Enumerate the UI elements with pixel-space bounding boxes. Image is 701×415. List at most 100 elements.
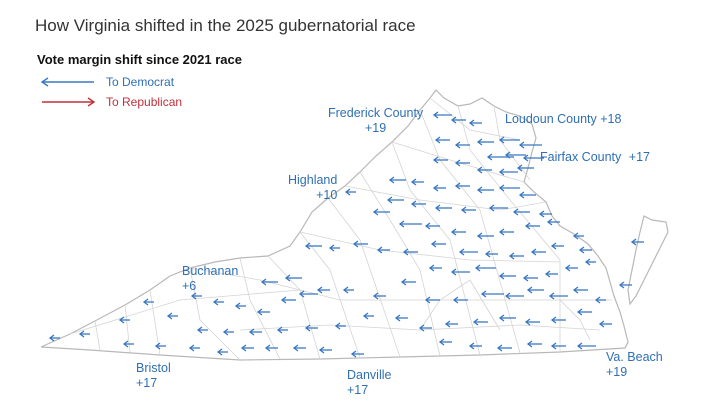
shift-arrow — [472, 318, 488, 326]
shift-arrow — [512, 208, 530, 216]
shift-arrow — [450, 268, 470, 276]
shift-arrow — [298, 290, 318, 298]
left-arrow-icon — [40, 77, 94, 87]
shift-arrow — [584, 258, 596, 266]
shift-arrow — [432, 156, 448, 164]
shift-arrow — [630, 238, 644, 246]
callout-danville-name: Danville — [347, 368, 392, 382]
shift-arrow — [118, 316, 130, 324]
callout-loudoun-name: Loudoun County — [505, 112, 597, 126]
legend-label-republican: To Republican — [106, 95, 183, 109]
shift-arrow — [450, 228, 466, 236]
shift-arrow — [576, 342, 596, 350]
shift-arrow — [334, 322, 346, 330]
callout-fairfax: Fairfax County +17 — [540, 150, 650, 165]
shift-arrow — [530, 248, 546, 256]
chart-title: How Virginia shifted in the 2025 guberna… — [35, 16, 416, 35]
shift-arrow — [618, 281, 632, 289]
shift-arrow — [476, 232, 494, 240]
shift-arrow — [386, 196, 404, 204]
shift-arrow — [400, 278, 416, 286]
shift-arrow — [432, 184, 446, 192]
shift-arrow — [524, 222, 540, 230]
callout-highland-name: Highland — [288, 173, 338, 187]
shift-arrow — [256, 308, 270, 316]
shift-arrow — [498, 184, 520, 192]
shift-arrow — [546, 218, 560, 226]
shift-arrow — [304, 324, 318, 332]
callout-danville-shift: +17 — [347, 383, 369, 397]
right-arrow-icon — [42, 97, 96, 107]
county-borders — [69, 97, 612, 361]
shift-arrow — [488, 204, 508, 212]
shift-arrow — [398, 220, 422, 228]
shift-arrow — [474, 264, 496, 272]
shift-arrow — [342, 286, 354, 294]
shift-arrow — [548, 292, 568, 300]
shift-arrow — [550, 316, 566, 324]
shift-arrow — [304, 242, 322, 250]
callout-vabeach-name: Va. Beach — [606, 350, 663, 364]
shift-arrow — [280, 296, 296, 304]
shift-arrow — [498, 136, 520, 144]
shift-arrow — [458, 248, 478, 256]
shift-arrow — [376, 246, 390, 254]
callout-vabeach-shift: +19 — [606, 365, 628, 379]
callout-buchanan: Buchanan +6 — [182, 264, 238, 294]
shift-arrow — [240, 344, 254, 352]
shift-arrow — [424, 296, 440, 304]
shift-arrow — [318, 346, 332, 354]
callout-bristol: Bristol +17 — [136, 361, 171, 391]
shift-arrow — [518, 141, 542, 149]
callout-fairfax-shift: +17 — [628, 150, 650, 164]
shift-arrow — [564, 264, 578, 272]
shift-arrow — [594, 296, 606, 304]
shift-arrow — [410, 178, 424, 186]
shift-arrow — [526, 340, 542, 348]
shift-arrow — [394, 314, 408, 322]
shift-arrow — [248, 328, 262, 336]
shift-arrow — [454, 141, 470, 149]
shift-arrow — [480, 290, 504, 298]
shift-arrow — [328, 244, 340, 252]
shift-arrow — [260, 278, 278, 286]
shift-arrow — [550, 342, 566, 350]
shift-arrow — [522, 154, 544, 162]
shift-arrow — [460, 206, 476, 214]
callout-vabeach: Va. Beach +19 — [606, 350, 663, 380]
shift-arrow — [78, 330, 90, 338]
shift-arrow — [212, 298, 224, 306]
shift-arrow — [544, 270, 558, 278]
shift-arrow — [504, 292, 524, 300]
shift-arrow — [498, 228, 514, 236]
callout-frederick-shift: +19 — [364, 121, 387, 135]
legend-item-republican: To Republican — [40, 94, 182, 110]
callout-bristol-name: Bristol — [136, 361, 171, 375]
shift-arrow — [142, 298, 154, 306]
callout-fairfax-name: Fairfax County — [540, 150, 622, 164]
shift-arrow — [402, 248, 418, 256]
callout-bristol-shift: +17 — [136, 376, 158, 390]
shift-arrow — [576, 308, 592, 316]
callout-loudoun: Loudoun County +18 — [505, 112, 621, 127]
shift-arrow — [454, 159, 470, 167]
shift-arrow — [372, 208, 390, 216]
shift-arrow — [454, 182, 470, 190]
shift-arrow — [468, 342, 482, 350]
callout-frederick: Frederick County +19 — [328, 106, 423, 136]
shift-arrow — [430, 240, 446, 248]
shift-arrow — [498, 314, 516, 322]
shift-arrow — [264, 344, 278, 352]
callout-highland: Highland +10 — [288, 173, 337, 203]
shift-arrow — [434, 204, 452, 212]
shift-arrow — [154, 342, 166, 350]
shift-arrow — [526, 286, 544, 294]
shift-arrow — [428, 264, 442, 272]
shift-arrow — [524, 318, 540, 326]
shift-arrow — [452, 296, 468, 304]
shift-arrow — [350, 350, 364, 358]
shift-arrow — [450, 116, 466, 124]
shift-arrow — [496, 344, 512, 352]
shift-arrow — [234, 302, 246, 310]
shift-arrow — [578, 246, 592, 254]
